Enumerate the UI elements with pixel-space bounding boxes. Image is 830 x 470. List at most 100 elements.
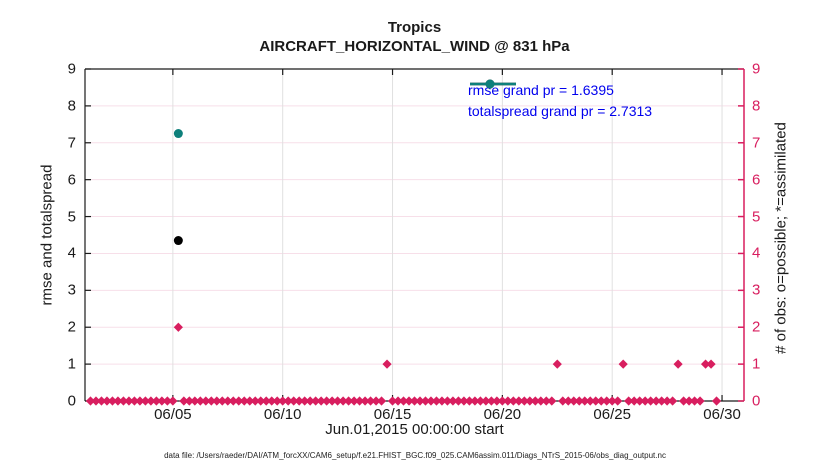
obs-diamond	[294, 396, 304, 406]
obs-diamond	[135, 396, 145, 406]
obs-diamond	[497, 396, 507, 406]
obs-diamond	[91, 396, 101, 406]
obs-diamond	[129, 396, 140, 406]
obs-diamond	[151, 396, 161, 406]
obs-diamond	[250, 396, 260, 406]
obs-diamond	[140, 396, 151, 406]
y-tick-label-right: 5	[752, 208, 761, 226]
obs-diamond	[519, 396, 529, 406]
obs-diamond	[470, 396, 480, 406]
obs-diamond	[563, 396, 573, 406]
totalspread-line-marker-icon	[470, 79, 516, 89]
obs-diamond	[173, 322, 183, 332]
obs-diamond	[684, 396, 694, 406]
obs-diamond	[212, 396, 222, 406]
obs-diamond	[107, 396, 118, 406]
obs-diamond	[459, 396, 469, 406]
y-axis-label-left: rmse and totalspread	[38, 164, 56, 306]
obs-diamond	[420, 396, 431, 406]
y-tick-label-left: 9	[67, 60, 76, 78]
obs-diamond	[206, 396, 216, 406]
y-tick-label-right: 3	[752, 281, 761, 299]
obs-diamond	[486, 396, 496, 406]
obs-diamond	[184, 396, 194, 406]
y-tick-label-left: 8	[67, 97, 76, 115]
obs-diamond	[245, 396, 255, 406]
legend-row-totalspread: totalspread grand pr = 2.7313	[468, 79, 652, 121]
obs-diamond	[228, 396, 238, 406]
obs-diamond	[514, 396, 524, 406]
obs-diamond	[354, 396, 365, 406]
obs-diamond	[239, 396, 249, 406]
x-tick-label: 06/20	[483, 406, 522, 423]
obs-diamond	[195, 396, 205, 406]
obs-diamond	[541, 396, 551, 406]
obs-diamond	[261, 396, 271, 406]
obs-diamond	[157, 396, 167, 406]
x-axis-label: Jun.01,2015 00:00:00 start	[325, 421, 504, 438]
obs-diamond	[591, 396, 601, 406]
obs-diamond	[118, 396, 129, 406]
y-tick-label-left: 1	[67, 355, 76, 373]
obs-diamond	[437, 396, 447, 406]
obs-diamond	[168, 396, 178, 406]
y-tick-label-right: 2	[752, 318, 761, 336]
obs-diamond	[96, 396, 107, 406]
obs-diamond	[536, 396, 546, 406]
data-file-note: data file: /Users/raeder/DAI/ATM_forcXX/…	[164, 451, 666, 460]
obs-diamond	[525, 396, 535, 406]
obs-diamond	[382, 359, 392, 369]
obs-diamond	[492, 396, 502, 406]
obs-diamond	[333, 396, 343, 406]
obs-diamond	[673, 359, 683, 369]
obs-diamond	[371, 396, 381, 406]
y-tick-label-left: 7	[67, 134, 76, 152]
x-tick-label: 06/25	[593, 406, 631, 423]
x-tick-label: 06/15	[373, 406, 412, 423]
obs-diamond	[689, 396, 700, 406]
obs-diamond	[113, 396, 123, 406]
obs-diamond	[464, 396, 475, 406]
y-tick-label-left: 2	[67, 318, 76, 336]
obs-diamond	[300, 396, 310, 406]
obs-diamond	[201, 396, 211, 406]
obs-diamond	[453, 396, 464, 406]
totalspread-point	[173, 129, 183, 139]
y-tick-label-right: 6	[752, 171, 761, 189]
obs-diamond	[678, 396, 689, 406]
obs-diamond	[624, 396, 634, 406]
obs-diamond	[360, 396, 370, 406]
obs-diamond	[349, 396, 359, 406]
obs-diamond	[316, 396, 326, 406]
obs-diamond	[448, 396, 458, 406]
obs-diamond	[393, 396, 403, 406]
y-tick-label-left: 4	[67, 244, 76, 262]
obs-diamond	[102, 396, 112, 406]
obs-diamond	[580, 396, 590, 406]
obs-diamond	[311, 396, 321, 406]
obs-diamond	[190, 396, 200, 406]
obs-diamond	[404, 396, 414, 406]
obs-diamond	[426, 396, 436, 406]
obs-diamond	[179, 396, 189, 406]
obs-diamond	[289, 396, 299, 406]
obs-diamond	[124, 396, 134, 406]
page-subtitle: AIRCRAFT_HORIZONTAL_WIND @ 831 hPa	[259, 38, 570, 55]
obs-diamond	[585, 396, 595, 406]
obs-diamond	[640, 396, 650, 406]
legend-label-rmse: rmse grand pr = 1.6395	[468, 81, 614, 98]
obs-diamond	[431, 396, 442, 406]
obs-diamond	[657, 396, 667, 406]
obs-diamond	[305, 396, 315, 406]
y-tick-label-left: 5	[67, 208, 76, 226]
obs-diamond	[387, 396, 398, 406]
obs-diamond	[574, 396, 584, 406]
obs-diamond	[481, 396, 491, 406]
obs-diamond	[602, 396, 612, 406]
y-tick-label-left: 6	[67, 171, 76, 189]
obs-diamond	[711, 396, 722, 406]
obs-diamond	[398, 396, 409, 406]
obs-diamond	[596, 396, 606, 406]
obs-diamond	[376, 396, 387, 406]
